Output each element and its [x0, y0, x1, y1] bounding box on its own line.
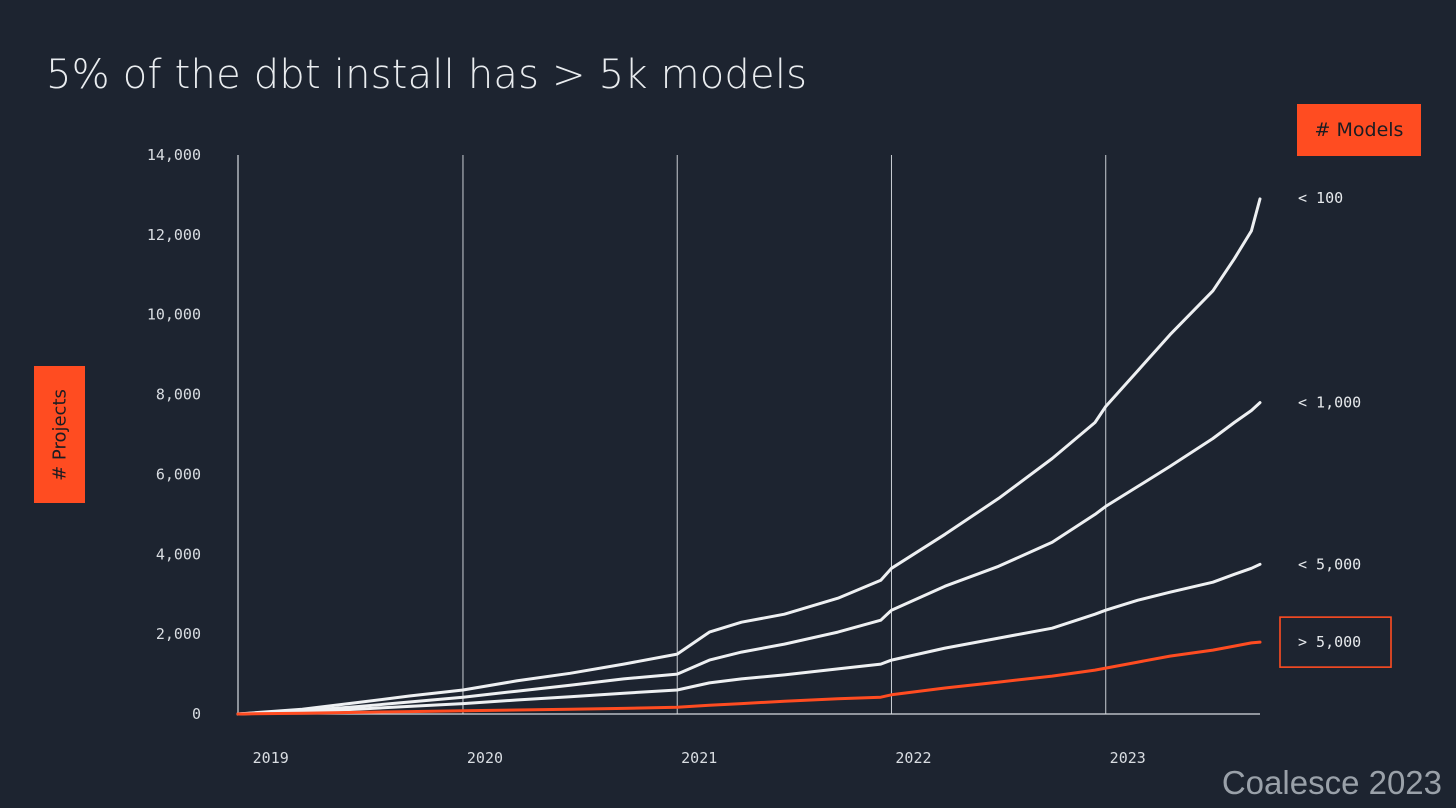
- y-tick-label: 4,000: [156, 545, 201, 563]
- y-tick-label: 10,000: [147, 306, 201, 324]
- y-axis-label-badge: # Projects: [34, 366, 85, 503]
- series-line-1: [236, 197, 1262, 716]
- series-line-2: [236, 401, 1262, 716]
- y-tick-label: 8,000: [156, 386, 201, 404]
- series-line-3: [236, 562, 1262, 716]
- x-tick-label: 2019: [253, 749, 289, 767]
- y-tick-label: 14,000: [147, 146, 201, 164]
- y-tick-label: 12,000: [147, 226, 201, 244]
- series-line-4: [236, 640, 1262, 716]
- series-label: > 5,000: [1298, 633, 1361, 651]
- slide-title: 5% of the dbt install has > 5k models: [46, 52, 808, 98]
- legend-title-badge: # Models: [1297, 104, 1421, 156]
- series-label: < 5,000: [1298, 555, 1361, 573]
- y-tick-label: 0: [192, 705, 201, 723]
- watermark: Coalesce 2023: [1221, 764, 1442, 801]
- x-tick-label: 2022: [895, 749, 931, 767]
- series-label: < 100: [1298, 189, 1343, 207]
- y-tick-label: 6,000: [156, 465, 201, 483]
- x-tick-label: 2021: [681, 749, 717, 767]
- x-tick-label: 2020: [467, 749, 503, 767]
- x-tick-label: 2023: [1110, 749, 1146, 767]
- series-label: < 1,000: [1298, 394, 1361, 412]
- legend-title-text: # Models: [1314, 119, 1404, 141]
- highlight-label-box: [1279, 616, 1392, 668]
- y-tick-label: 2,000: [156, 625, 201, 643]
